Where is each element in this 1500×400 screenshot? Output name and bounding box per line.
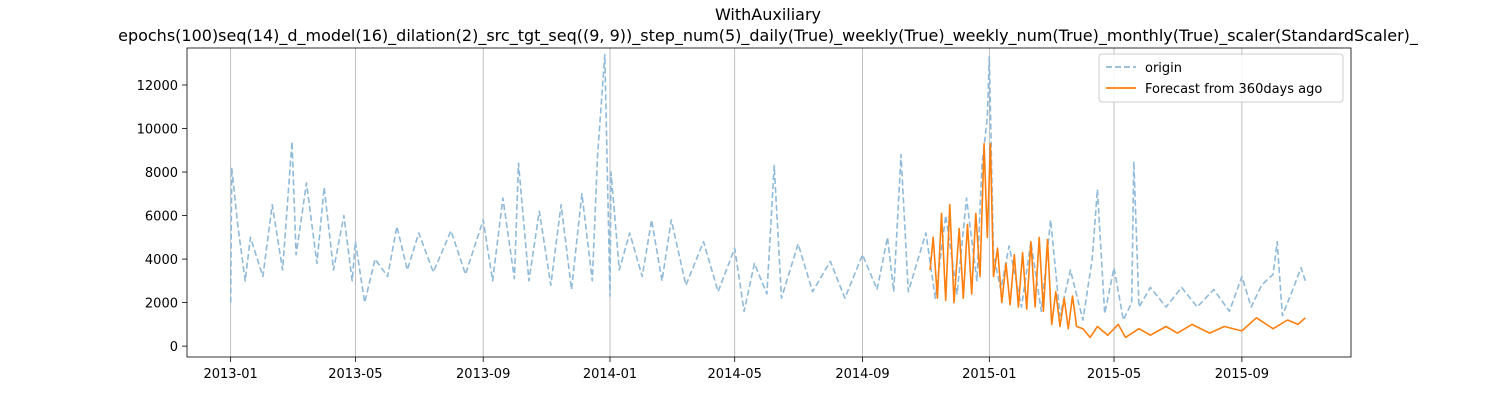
y-tick-label: 2000 xyxy=(145,297,178,312)
chart-subtitle: epochs(100)seq(14)_d_model(16)_dilation(… xyxy=(118,26,1419,46)
x-tick-label: 2015-05 xyxy=(1087,367,1141,382)
y-tick-label: 0 xyxy=(170,340,178,355)
legend-box xyxy=(1098,53,1344,103)
legend-label: origin xyxy=(1145,61,1182,76)
y-tick-label: 4000 xyxy=(145,253,178,268)
x-tick-label: 2015-09 xyxy=(1215,367,1269,382)
plot-area: 2013-01 2013-05 2013-09 2014-01 2014-05 2014-… xyxy=(137,47,1352,382)
y-tick-label: 12000 xyxy=(137,79,178,94)
series-line-origin xyxy=(229,53,1307,321)
x-tick-label: 2014-09 xyxy=(835,367,889,382)
x-tick-label: 2015-01 xyxy=(962,367,1016,382)
axes-frame xyxy=(186,47,1352,358)
y-tick-label: 8000 xyxy=(145,166,178,181)
x-tick-label: 2013-01 xyxy=(203,367,257,382)
x-tick-label: 2014-05 xyxy=(708,367,762,382)
x-tick-label: 2014-01 xyxy=(583,367,637,382)
series-line-forecast xyxy=(929,142,1306,339)
legend: origin Forecast from 360days ago xyxy=(1098,53,1344,103)
x-tick-label: 2013-09 xyxy=(456,367,510,382)
chart-title: WithAuxiliary xyxy=(715,5,821,24)
y-tick-label: 6000 xyxy=(145,210,178,225)
legend-label: Forecast from 360days ago xyxy=(1145,82,1322,97)
x-tick-label: 2013-05 xyxy=(328,367,382,382)
y-tick-label: 10000 xyxy=(137,123,178,138)
